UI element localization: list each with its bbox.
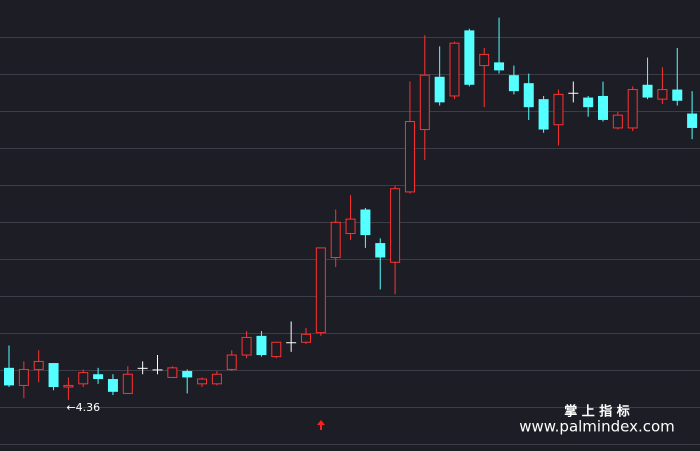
candle-body [464,30,475,85]
watermark-url: www.palmindex.com [519,418,675,436]
candle-body [375,243,386,258]
candle-body [404,121,415,193]
signal-arrow [317,420,325,430]
candle-body [538,99,549,130]
candle-body [508,75,519,92]
candle-body [63,384,74,388]
candle-body [553,93,564,126]
candle-body [598,95,608,120]
candle-body [642,84,653,98]
candle-body [256,335,267,356]
candle-body [360,209,371,236]
candle-body [241,336,252,356]
candle-body [494,62,505,71]
candle-body [197,378,208,385]
candle-body [568,92,579,94]
candle-body [523,83,534,108]
candle-body [657,89,668,100]
candle-body [345,218,356,234]
candle-body [315,247,326,334]
candle-body [226,354,237,370]
low-annotation: ←4.36 [66,401,100,414]
watermark-title: 掌 上 指 标 [564,404,630,420]
candle-body [18,368,29,386]
candle-body [479,53,490,67]
candle-body [672,89,683,101]
candle-body [687,113,698,128]
candle-body [137,367,148,369]
candle-body [93,374,104,380]
candle-body [449,42,460,97]
candle-body [271,341,282,358]
candle-body [78,372,89,385]
candle-body [583,97,594,108]
candle-body [390,188,401,263]
candle-body [211,373,222,385]
candle-body [167,367,178,378]
candle-body [419,74,430,131]
candle-body [330,221,341,258]
candle-body [612,114,623,129]
candle-body [33,360,44,370]
candle-body [48,363,59,388]
candle-body [122,373,133,394]
candle-body [152,369,163,371]
candle-body [182,371,193,378]
candle-body [107,379,118,392]
candle-body [301,333,311,343]
candle-body [4,367,14,386]
candle-body [627,89,638,129]
candle-body [434,76,445,103]
candle-body [286,342,297,344]
